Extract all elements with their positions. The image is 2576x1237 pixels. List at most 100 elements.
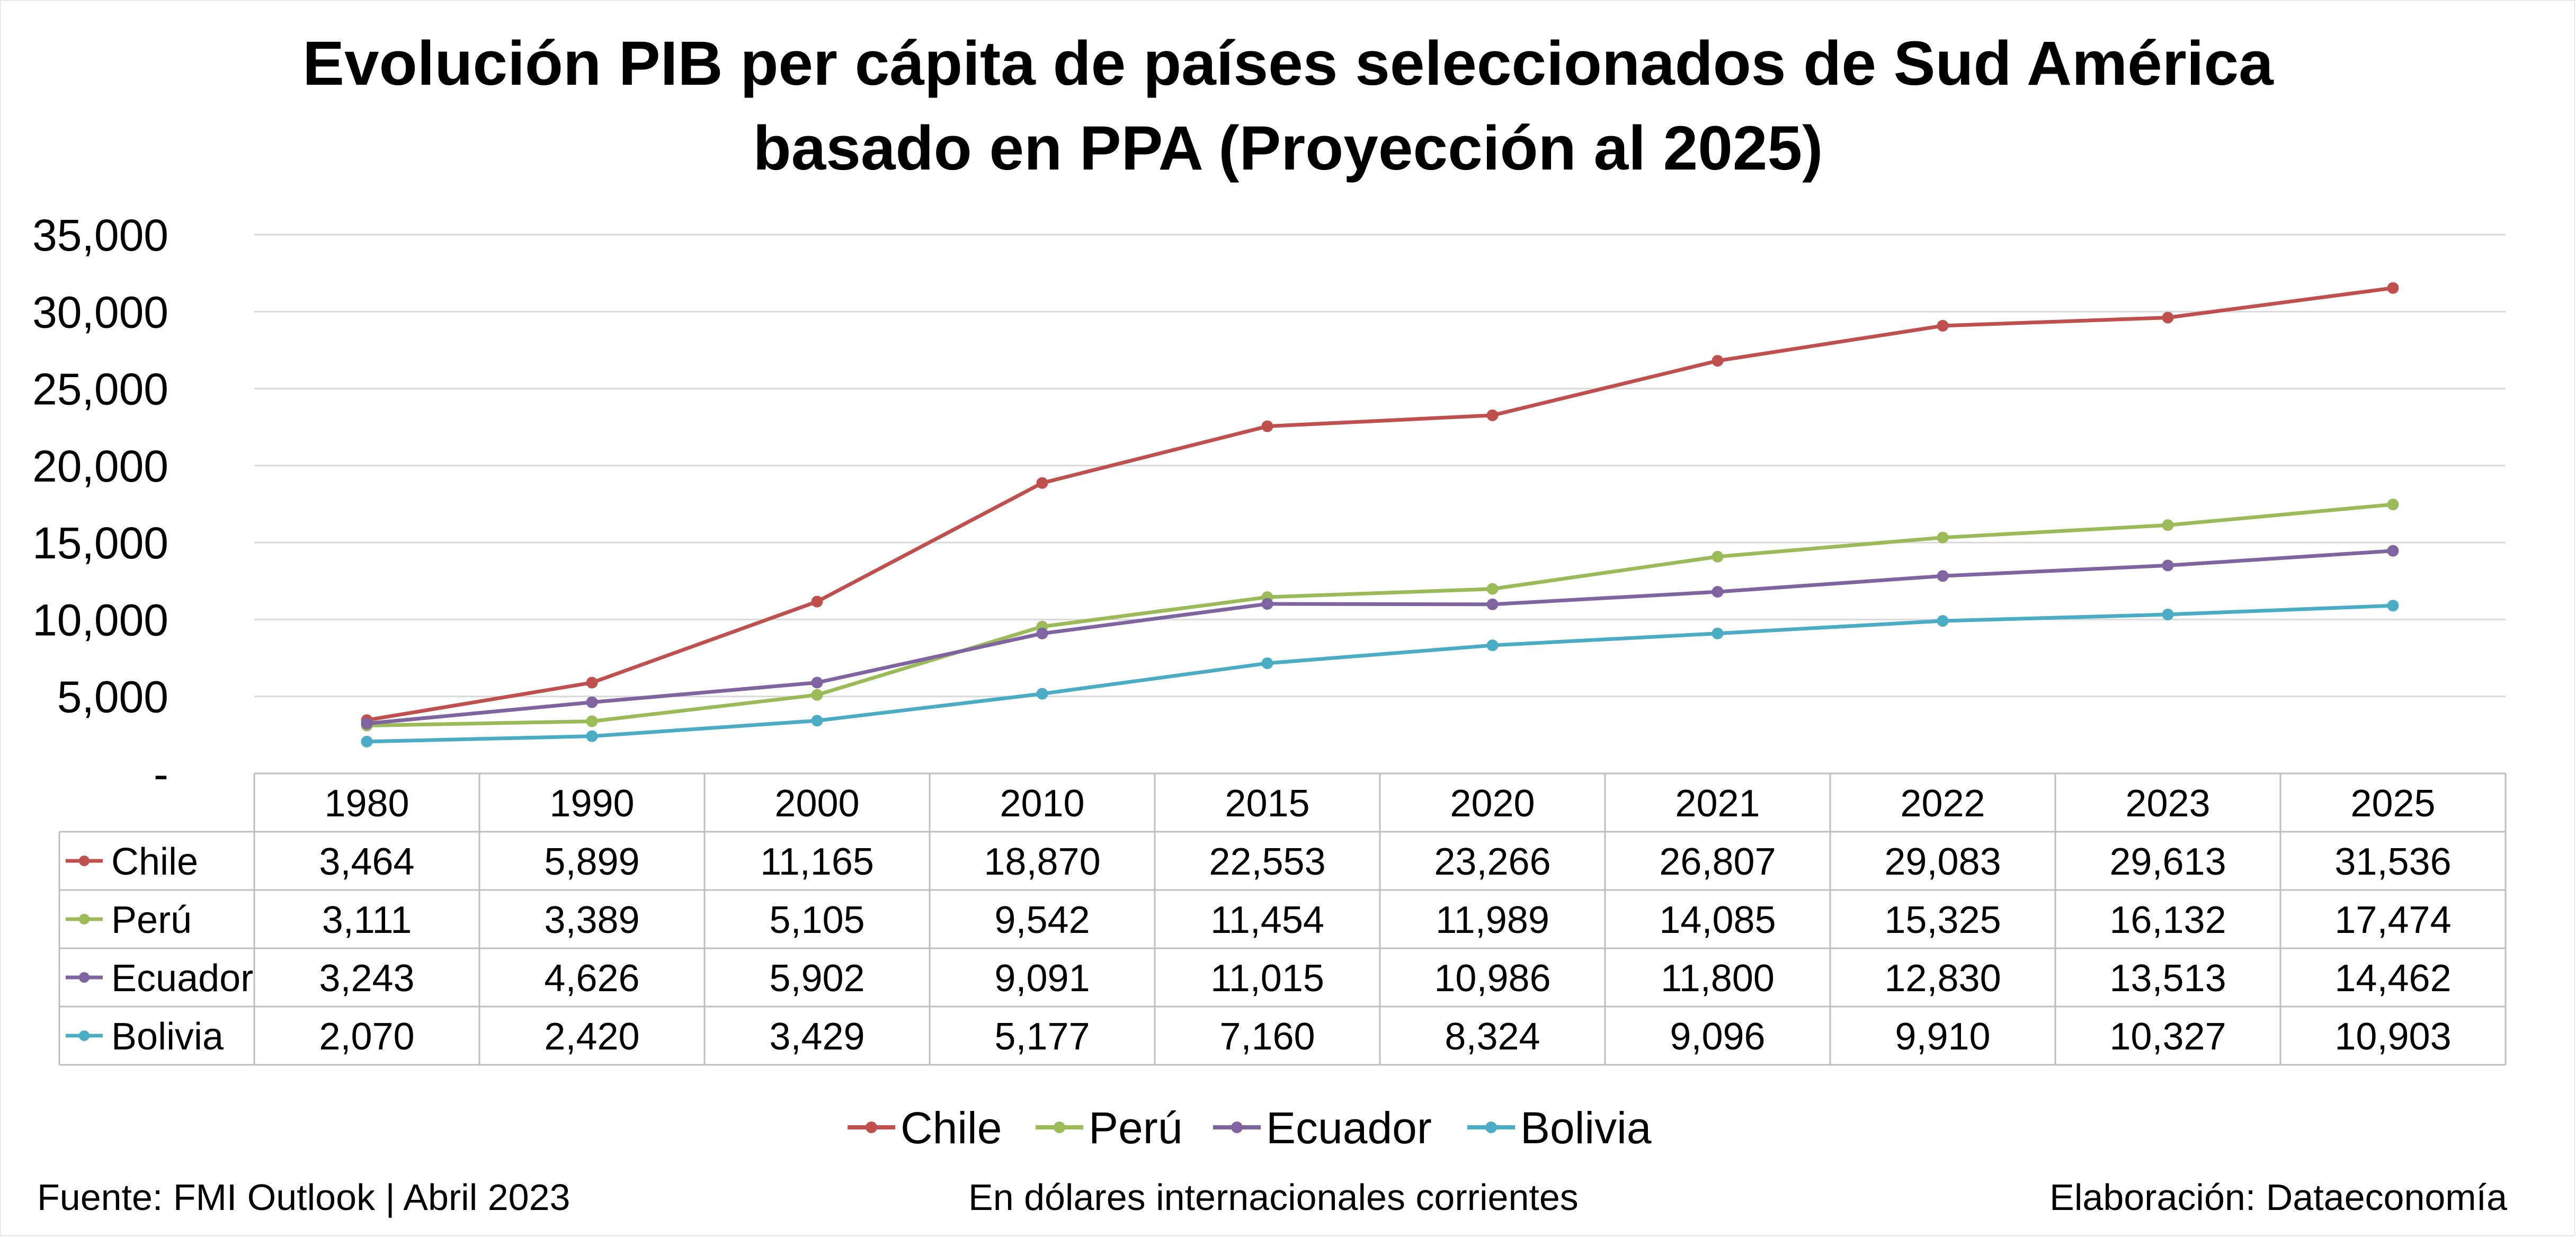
- data-point: [586, 715, 598, 727]
- table-cell-value: 14,462: [2334, 957, 2451, 1000]
- data-point: [1712, 627, 1724, 639]
- table-cell-value: 29,083: [1884, 841, 2001, 883]
- table-cell-value: 15,325: [1884, 899, 2001, 941]
- x-category-label: 2015: [1225, 782, 1309, 825]
- table-series-name: Bolivia: [111, 1016, 224, 1058]
- data-point: [1036, 627, 1048, 639]
- table-cell-value: 23,266: [1434, 841, 1550, 883]
- data-point: [2387, 545, 2399, 557]
- x-category-label: 2025: [2350, 782, 2435, 825]
- table-cell-value: 16,132: [2109, 899, 2226, 941]
- table-legend-marker: [79, 856, 90, 866]
- table-series-name: Chile: [111, 841, 198, 883]
- data-point: [811, 677, 823, 689]
- x-category-label: 1990: [549, 782, 634, 825]
- legend-marker: [1485, 1122, 1497, 1133]
- y-axis-tick-labels: - 5,000 10,000 15,000 20,000 25,000 30,000 35,0…: [32, 210, 168, 799]
- table-cell-value: 9,542: [994, 899, 1090, 941]
- x-category-label: 1980: [324, 782, 409, 825]
- gridlines: [254, 234, 2506, 698]
- data-point: [2162, 559, 2174, 572]
- data-point: [1036, 477, 1048, 489]
- table-cell-value: 4,626: [544, 957, 639, 1000]
- series-line-bolivia: [367, 603, 2393, 744]
- data-point: [1937, 319, 1949, 332]
- data-point: [1712, 550, 1724, 563]
- table-cell-value: 9,091: [994, 957, 1090, 1000]
- x-category-label: 2021: [1675, 782, 1760, 825]
- data-point: [1937, 531, 1949, 544]
- table-cell-value: 11,015: [1210, 957, 1324, 1000]
- data-point: [586, 677, 598, 689]
- table-cell-value: 14,085: [1659, 899, 1776, 941]
- data-point: [1712, 355, 1724, 367]
- table-cell-value: 10,986: [1434, 957, 1550, 1000]
- data-point: [1486, 409, 1499, 421]
- data-point: [811, 595, 823, 608]
- table-cell-value: 5,177: [994, 1016, 1090, 1058]
- data-point: [2387, 499, 2399, 511]
- data-point: [2162, 608, 2174, 620]
- data-point: [2387, 282, 2399, 294]
- y-tick-label: 15,000: [32, 518, 168, 568]
- series-line-ecuador: [367, 549, 2393, 726]
- data-point: [1486, 583, 1499, 595]
- legend-label: Chile: [901, 1103, 1002, 1153]
- chart-title-line-2: basado en PPA (Proyección al 2025): [753, 113, 1823, 183]
- table-legend-marker: [79, 972, 90, 983]
- data-point: [586, 730, 598, 742]
- data-point: [586, 696, 598, 708]
- series-line-chile: [366, 286, 2393, 722]
- table-cell-value: 3,243: [319, 957, 414, 1000]
- data-point: [1261, 657, 1273, 669]
- table-cell-value: 3,111: [322, 899, 412, 941]
- table-cell-value: 3,389: [544, 899, 639, 941]
- table-cell-value: 18,870: [984, 841, 1100, 883]
- x-category-label: 2010: [1000, 782, 1084, 825]
- table-cell-value: 7,160: [1219, 1016, 1315, 1058]
- y-tick-label: 10,000: [32, 595, 168, 645]
- x-category-label: 2022: [1900, 782, 1985, 825]
- table-cell-value: 3,464: [319, 841, 414, 883]
- table-cell-value: 8,324: [1445, 1016, 1540, 1058]
- table-cell-value: 5,899: [544, 841, 639, 883]
- table-cell-value: 17,474: [2334, 899, 2451, 941]
- table-cell-value: 5,902: [769, 957, 864, 1000]
- table-cell-value: 26,807: [1659, 841, 1776, 883]
- chart-title-line-1: Evolución PIB per cápita de países selec…: [302, 29, 2274, 99]
- legend-marker: [1054, 1122, 1065, 1133]
- data-point: [1486, 639, 1499, 652]
- table-cell-value: 10,327: [2109, 1016, 2226, 1058]
- legend: Chile Perú Ecuador Bolivia: [848, 1103, 1652, 1153]
- table-cell-value: 3,429: [769, 1016, 864, 1058]
- y-tick-label: 5,000: [57, 672, 168, 722]
- legend-marker: [866, 1122, 877, 1133]
- source-note: Fuente: FMI Outlook | Abril 2023: [37, 1177, 571, 1218]
- series-lines: [361, 282, 2399, 747]
- table-cell-value: 2,070: [319, 1016, 414, 1058]
- table-cell-value: 11,800: [1661, 957, 1775, 1000]
- y-tick-label: 35,000: [32, 210, 168, 260]
- data-point: [361, 735, 373, 747]
- legend-label: Perú: [1089, 1103, 1182, 1153]
- legend-label: Ecuador: [1266, 1103, 1432, 1153]
- table-cell-value: 2,420: [544, 1016, 639, 1058]
- table-legend-marker: [79, 1030, 90, 1041]
- series-line-perú: [367, 502, 2393, 728]
- table-cell-value: 29,613: [2109, 841, 2226, 883]
- data-point: [811, 689, 823, 701]
- table-cell-value: 12,830: [1884, 957, 2001, 1000]
- table-cell-value: 9,910: [1895, 1016, 1990, 1058]
- data-point: [1486, 598, 1499, 610]
- data-table: 1980 1990 2000 2010 2015 2020 2021 2022 2023 2025…: [58, 772, 2507, 1066]
- units-note: En dólares internacionales corrientes: [968, 1177, 1579, 1218]
- table-cell-value: 10,903: [2334, 1016, 2451, 1058]
- credit-note: Elaboración: Dataeconomía: [2049, 1177, 2507, 1218]
- chart-title: Evolución PIB per cápita de países selec…: [0, 21, 2576, 191]
- table-legend-marker: [79, 914, 90, 924]
- data-point: [2162, 312, 2174, 324]
- data-point: [811, 715, 823, 727]
- y-tick-label: 20,000: [32, 441, 168, 491]
- data-point: [1261, 420, 1273, 432]
